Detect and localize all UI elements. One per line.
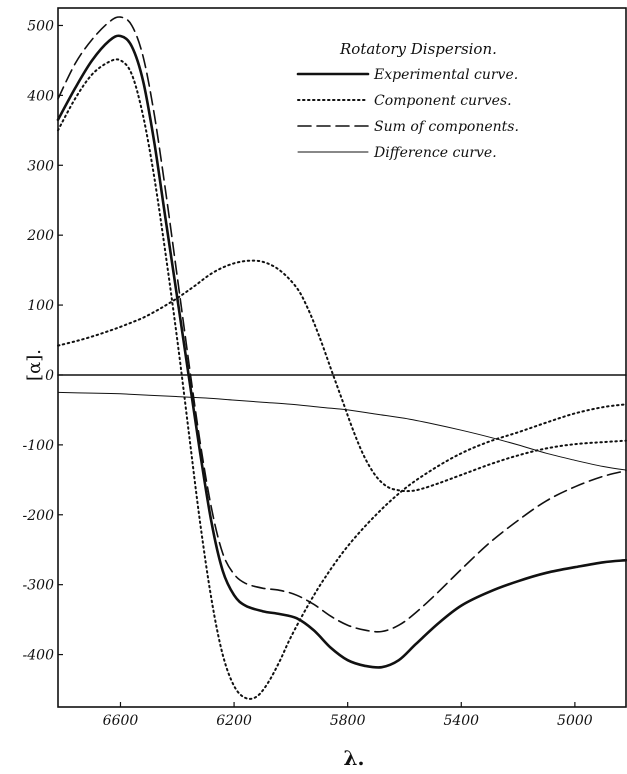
x-tick-label: 5400 <box>443 713 479 729</box>
x-tick-label: 5000 <box>557 713 593 729</box>
difference-curve <box>57 391 627 471</box>
y-tick-label: 400 <box>26 88 54 104</box>
legend-label: Component curves. <box>374 93 512 109</box>
x-tick-label: 6600 <box>103 713 139 729</box>
y-tick-label: 300 <box>27 158 54 174</box>
y-axis-label: [α]. <box>24 349 45 381</box>
experimental-curve <box>56 34 627 669</box>
legend: Rotatory Dispersion. Experimental curve.… <box>296 40 519 161</box>
y-tick-label: 200 <box>26 228 54 244</box>
legend-title: Rotatory Dispersion. <box>339 40 497 58</box>
legend-label: Difference curve. <box>373 145 497 161</box>
y-tick-label: 500 <box>27 18 54 34</box>
x-tick-label: 5800 <box>330 713 366 729</box>
y-tick-label: 0 <box>45 368 54 384</box>
y-tick-label: 100 <box>27 298 54 314</box>
plot-frame <box>57 7 627 708</box>
sum-of-components-curve <box>57 16 627 633</box>
x-tick-label: 6200 <box>216 713 252 729</box>
x-axis-ticks: 6600 6200 5800 5400 5000 <box>103 702 593 729</box>
component-curve-1 <box>57 58 627 700</box>
series-layer <box>56 16 627 700</box>
y-tick-label: -400 <box>23 648 55 664</box>
y-tick-label: -300 <box>23 578 55 594</box>
legend-label: Experimental curve. <box>373 67 518 83</box>
y-tick-label: -100 <box>23 438 55 454</box>
y-tick-label: -200 <box>23 508 55 524</box>
component-curve-2 <box>57 259 627 493</box>
x-axis-label: λ. <box>344 746 365 770</box>
y-axis-ticks: 500 400 300 200 100 0 -100 -200 -300 -400 <box>23 18 63 664</box>
legend-label: Sum of components. <box>374 119 519 135</box>
